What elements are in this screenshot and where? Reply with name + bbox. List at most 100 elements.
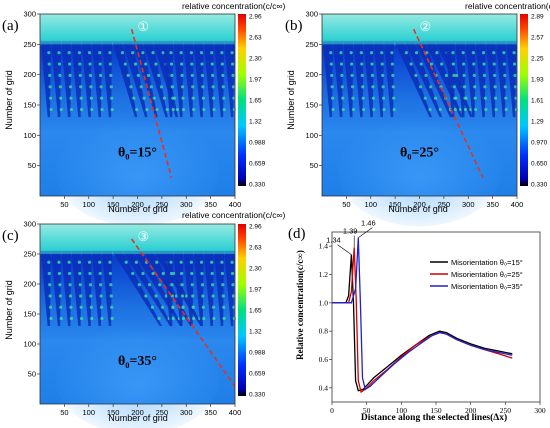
solute-dot <box>199 260 204 264</box>
y-tick-label: 100 <box>305 131 318 140</box>
solute-dot <box>68 73 72 78</box>
dendrite <box>363 41 374 118</box>
solute-dot <box>201 85 205 89</box>
solute-dot <box>189 51 193 55</box>
solute-dot <box>157 316 161 321</box>
solute-dot <box>211 85 215 89</box>
solute-dot <box>135 107 139 112</box>
dendrite <box>91 41 102 118</box>
solute-dot <box>110 107 114 112</box>
x-tick-label: 300 <box>180 200 193 209</box>
solute-dot <box>222 316 226 321</box>
solute-dot <box>341 96 345 100</box>
solute-dot <box>169 271 174 276</box>
y-tick-label: 250 <box>23 250 36 259</box>
solute-dot <box>170 283 174 287</box>
solute-dot <box>110 305 114 309</box>
panel-label: (a) <box>2 18 19 34</box>
x-axis-label: Number of grid <box>108 204 168 214</box>
dendrite <box>101 41 112 118</box>
solute-dot <box>472 73 476 78</box>
solute-dot <box>161 271 165 276</box>
colorbar-gradient <box>520 14 528 186</box>
solute-dot <box>164 294 168 298</box>
solute-dot <box>67 51 71 55</box>
dendrite <box>465 41 476 118</box>
x-tick-label: 400 <box>229 408 242 417</box>
x-tick-label: 100 <box>82 408 95 417</box>
axes-b: 50 100 150 200 250 300 350 400 50 100 150 200 250 300 <box>305 10 523 210</box>
dendrite <box>203 41 214 118</box>
y-tick-label: 0.8 <box>319 327 329 336</box>
colorbar-c: 2.96 2.63 2.30 1.97 1.65 1.32 0.988 0.659 0.330 <box>238 224 266 399</box>
solute-dot <box>99 305 104 309</box>
y-tick-label: 200 <box>305 70 318 79</box>
solute-dot <box>68 294 73 298</box>
axes-a: 50 100 150 200 250 300 350 400 50 100 150 200 250 300 <box>23 10 241 210</box>
solute-dot <box>369 51 374 55</box>
solute-dot <box>210 62 214 66</box>
solute-dot <box>80 316 84 321</box>
solute-dot <box>360 62 364 66</box>
x-tick-label: 200 <box>413 200 426 209</box>
x-tick-label: 350 <box>204 408 217 417</box>
solute-dot <box>339 51 343 55</box>
circled-number: ③ <box>138 229 150 244</box>
solute-dot <box>89 305 93 309</box>
solute-dot <box>132 96 136 100</box>
heatmap-c: ③ θ₀=35° <box>39 223 236 428</box>
solute-dot <box>370 62 374 66</box>
solute-dot <box>221 283 225 287</box>
solute-dot <box>108 62 112 66</box>
solute-dot <box>230 51 234 55</box>
dendrite <box>353 41 364 118</box>
solute-dot <box>372 107 376 112</box>
solute-dot <box>340 85 344 89</box>
solute-dot <box>502 51 506 55</box>
solute-dot <box>87 260 92 264</box>
dendrite <box>414 41 453 118</box>
dendrite <box>51 251 62 326</box>
solute-dot <box>133 62 138 66</box>
x-tick-label: 250 <box>156 408 169 417</box>
solute-dot <box>146 73 151 78</box>
y-tick-label: 100 <box>23 131 36 140</box>
dendrite <box>373 41 384 118</box>
solute-dot <box>230 62 235 66</box>
solute-dot <box>463 107 468 112</box>
solute-dot <box>189 260 193 264</box>
x-tick-label: 350 <box>486 200 499 209</box>
legend-label: Misorientation θ₀=25° <box>451 270 523 279</box>
solute-dot <box>390 51 394 55</box>
solute-dot <box>99 294 103 298</box>
solute-dot <box>349 51 353 55</box>
selected-line <box>412 28 484 179</box>
y-tick-label: 300 <box>23 10 36 19</box>
solute-dot <box>231 283 235 287</box>
solute-dot <box>493 85 497 89</box>
solute-dot <box>131 51 135 55</box>
solute-dot <box>48 73 52 78</box>
y-axis-label: Number of grid <box>4 70 14 130</box>
solute-dot <box>202 316 206 321</box>
dendrite <box>101 251 112 326</box>
panel-b: (b) relative concentration(c/c∞) ② θ₀=25°… <box>285 1 550 227</box>
solute-dot <box>171 305 175 309</box>
solute-dot <box>89 294 93 298</box>
solute-dot <box>232 316 236 321</box>
solute-dot <box>221 294 225 298</box>
dendrite <box>71 41 82 118</box>
solute-dot <box>202 107 206 112</box>
solute-dot <box>211 294 215 298</box>
solute-dot <box>79 305 83 309</box>
heatmap-b: ② θ₀=25° <box>321 13 518 227</box>
solute-dot <box>109 73 113 78</box>
dendrite <box>40 41 51 118</box>
solute-dot <box>57 271 62 276</box>
x-tick-label: 300 <box>534 406 546 415</box>
colorbar-tick-label: 0.988 <box>249 140 266 147</box>
solute-dot <box>200 271 204 276</box>
peak-arrow <box>337 244 352 255</box>
solute-dot <box>57 260 61 264</box>
peak-label: 1.46 <box>361 219 376 228</box>
